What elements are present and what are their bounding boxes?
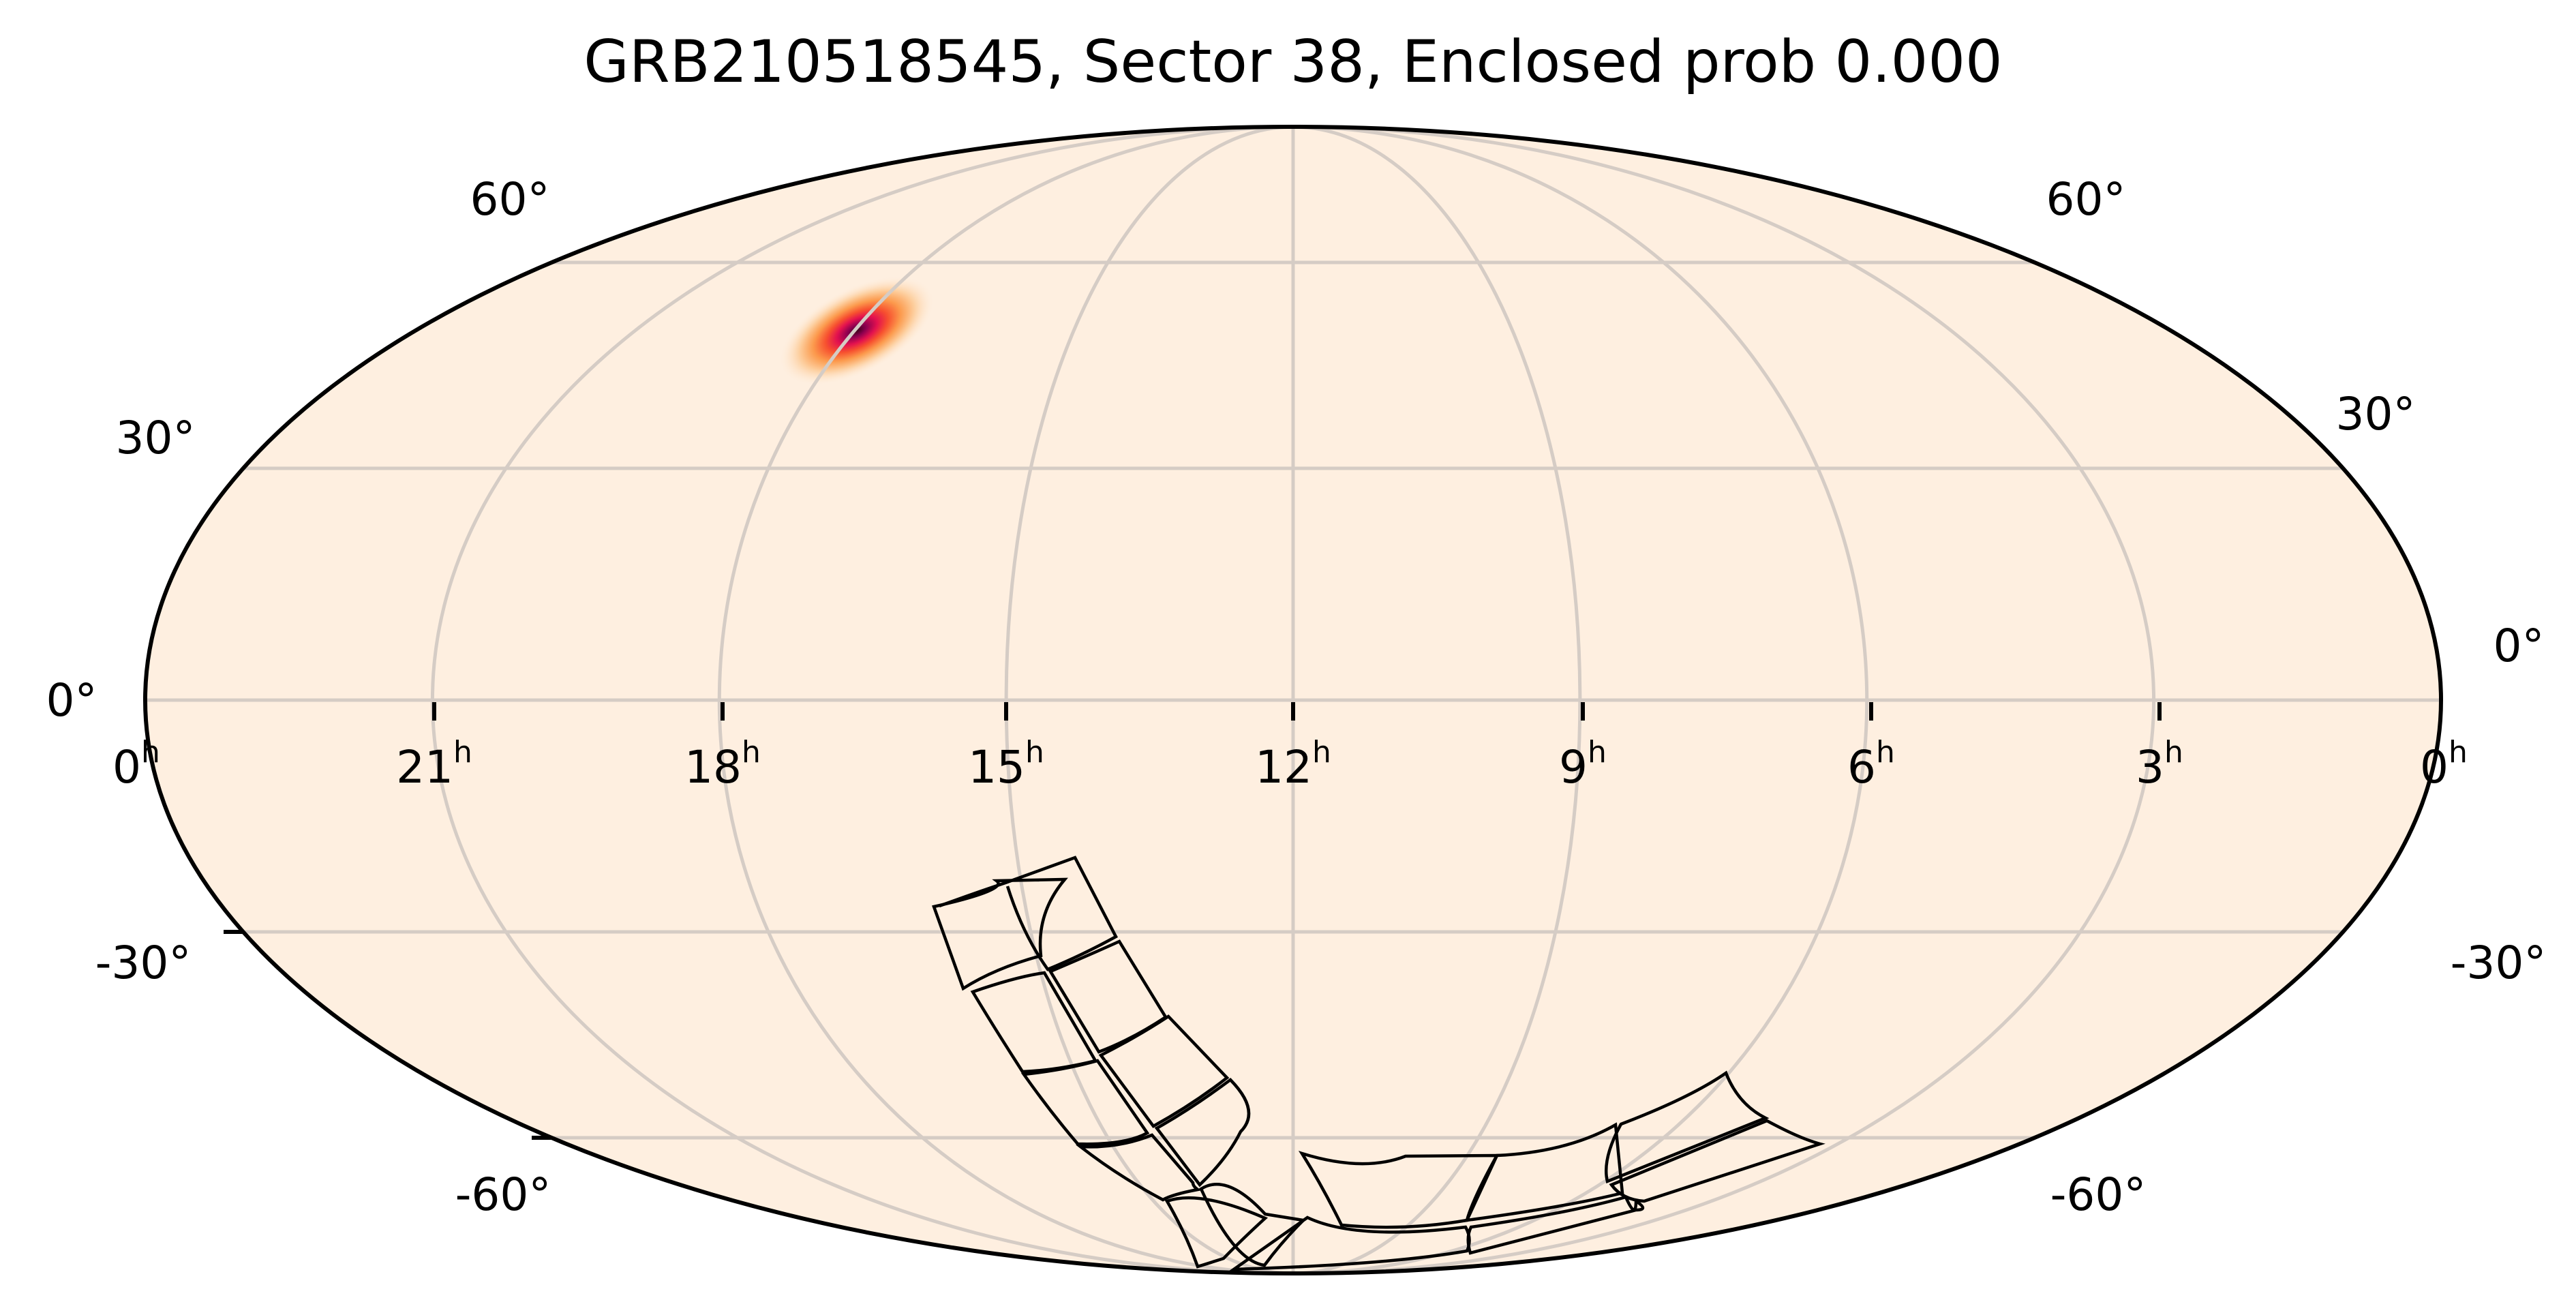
ra-tick-marks (432, 702, 2162, 721)
dec-tick-label: 30° (116, 412, 196, 464)
ra-tick-label: 21h (396, 735, 472, 793)
ccd-cell (1154, 1078, 1251, 1188)
ccd-cell (1098, 1014, 1230, 1128)
chart-title: GRB210518545, Sector 38, Enclosed prob 0… (584, 28, 2003, 96)
dec-tick-label: -30° (2451, 937, 2547, 989)
dec-tick-label: 60° (2046, 173, 2126, 226)
coordinate-grid (145, 127, 2441, 1273)
dec-tick-label: 0° (2494, 620, 2545, 672)
dec-tick-label: 60° (470, 173, 550, 226)
ccd-cell (932, 877, 1068, 991)
ccd-cell (1466, 1195, 1645, 1255)
ccd-cell (1604, 1070, 1770, 1184)
ccd-cell (1075, 1133, 1202, 1202)
dec-tick-label: -30° (95, 937, 192, 989)
meridian-gridline-18h (717, 127, 1294, 1273)
ccd-cell (1020, 1059, 1150, 1146)
ccd-cell (1199, 1182, 1307, 1267)
meridian-gridline-6h (1292, 127, 1869, 1273)
ccd-cell (939, 856, 1119, 971)
dec-axis-labels: 60° 30° 0° -30° -60° 60° 30° 0° -30° -60° (46, 173, 2547, 1221)
ccd-cell (1164, 1196, 1269, 1269)
meridian-gridline-3h (1292, 127, 2156, 1273)
ra-tick-label: 0h (2420, 735, 2468, 793)
ccd-cell (1609, 1119, 1825, 1203)
meridian-gridline-21h (430, 127, 1294, 1273)
dec-tick-label: 30° (2336, 388, 2416, 440)
ra-tick-label: 0h (112, 735, 160, 793)
probability-hotspot (778, 275, 935, 386)
meridian-gridline-9h (1292, 127, 1582, 1273)
ccd-cell (1464, 1122, 1624, 1222)
dec-tick-marks (224, 930, 552, 1140)
meridian-gridline-15h (1004, 127, 1294, 1273)
tess-sector-footprint (932, 856, 1825, 1271)
dec-tick-label: -60° (455, 1168, 551, 1221)
ra-tick-label: 18h (684, 735, 761, 793)
dec-tick-label: 0° (46, 674, 97, 727)
sky-boundary (143, 125, 2443, 1275)
dec-tick-label: -60° (2050, 1168, 2147, 1221)
